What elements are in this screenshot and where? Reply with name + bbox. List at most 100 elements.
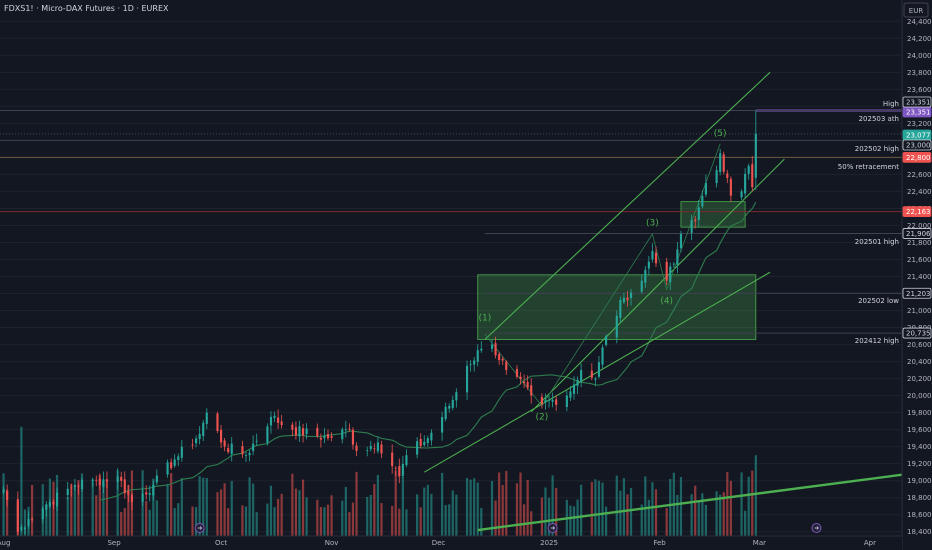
candle-body	[244, 455, 248, 456]
candle-body	[722, 154, 725, 172]
price-badge-label: 22,800	[906, 154, 931, 162]
candle-body	[480, 348, 483, 351]
volume-bar	[547, 497, 551, 536]
volume-bar	[451, 490, 454, 536]
candle-body	[679, 233, 683, 249]
candle-body	[227, 448, 230, 453]
candle-body	[48, 501, 51, 507]
volume-bar	[66, 497, 69, 536]
volume-bar	[70, 484, 73, 536]
candle-body	[676, 249, 679, 265]
candle-body	[715, 170, 718, 184]
y-tick-label: 24,000	[907, 52, 932, 60]
candle-body	[148, 493, 151, 495]
candle-body	[173, 459, 176, 466]
candle-body	[155, 475, 158, 483]
currency-button[interactable]: EUR	[903, 2, 929, 18]
time-axis[interactable]: Aug Sep Oct Nov Dec 2025 Feb Mar Apr	[0, 539, 876, 547]
volume-bar	[155, 500, 158, 536]
volume-bar	[473, 478, 476, 536]
long-trend-line	[423, 271, 771, 473]
volume-bar	[416, 494, 419, 536]
volume-bar	[2, 473, 5, 536]
price-badge	[902, 139, 932, 151]
volume-bar	[170, 472, 173, 536]
level-labels: High 202503 ath 202502 high 50% retracement…	[838, 100, 899, 345]
level-label: 202412 high	[855, 337, 899, 345]
candle-body	[376, 442, 379, 452]
volume-bar	[544, 487, 547, 536]
volume-bar	[173, 508, 176, 536]
volume-bar	[704, 504, 708, 536]
volume-bar	[23, 509, 27, 536]
volume-bar	[294, 488, 298, 536]
volume-bar	[77, 480, 80, 536]
volume-bar	[241, 505, 244, 536]
volume-bar	[198, 476, 201, 536]
volume-bar	[205, 477, 208, 536]
candle-body	[519, 376, 522, 380]
volume-bar	[305, 497, 308, 536]
candle-body	[540, 397, 543, 405]
candle-body	[572, 384, 576, 394]
candle-body	[344, 429, 347, 431]
volume-bar	[726, 471, 729, 536]
candle-body	[476, 350, 479, 362]
volume-bar	[751, 470, 754, 536]
candle-body	[191, 444, 194, 446]
volume-bar	[202, 477, 205, 536]
level-label: High	[883, 100, 899, 108]
candle-body	[430, 432, 433, 441]
volume-bar	[455, 494, 458, 536]
candle-body	[2, 489, 5, 493]
candle-body	[419, 438, 422, 446]
y-tick-label: 24,200	[907, 35, 932, 43]
level-label: 202502 high	[855, 145, 899, 153]
candle-body	[141, 493, 144, 502]
candle-body	[366, 449, 369, 451]
event-markers[interactable]	[194, 523, 822, 533]
volume-bar	[440, 472, 444, 536]
candle-body	[405, 455, 408, 466]
candle-body	[619, 299, 622, 318]
candle-body	[319, 437, 322, 440]
volume-bar	[394, 470, 397, 536]
volume-bar	[501, 485, 504, 536]
candle-body	[73, 484, 76, 488]
volume-bar	[30, 485, 34, 536]
channel-lower-line	[530, 158, 785, 413]
candle-body	[216, 413, 219, 432]
wave-label: (2)	[536, 412, 549, 422]
candle-body	[551, 399, 554, 402]
candle-body	[555, 399, 558, 405]
candle-body	[490, 344, 494, 349]
volume-bar	[177, 503, 180, 536]
volume-bar	[651, 482, 654, 536]
candle-body	[255, 440, 258, 442]
candle-body	[505, 361, 508, 371]
candle-body	[747, 165, 750, 174]
candle-body	[694, 219, 697, 222]
volume-bar	[152, 478, 155, 536]
volume-bar	[619, 490, 622, 536]
wave-label: (5)	[714, 129, 727, 139]
volume-bar	[572, 506, 576, 536]
volume-bar	[227, 508, 230, 536]
x-tick-label: 2025	[540, 539, 558, 547]
candle-body	[98, 478, 101, 486]
y-tick-label: 18,400	[907, 528, 932, 536]
volume-bar	[223, 483, 226, 536]
candle-body	[219, 429, 223, 443]
volume-bar	[679, 477, 683, 536]
candle-body	[326, 434, 330, 439]
volume-bar	[348, 512, 351, 536]
candle-body	[120, 476, 123, 481]
candle-body	[323, 436, 326, 439]
y-tick-label: 18,600	[907, 511, 932, 519]
candle-body	[501, 358, 504, 361]
x-tick-label: Feb	[653, 539, 666, 547]
candle-body	[45, 504, 48, 510]
volume-bars	[2, 426, 757, 536]
candle-body	[498, 354, 501, 361]
